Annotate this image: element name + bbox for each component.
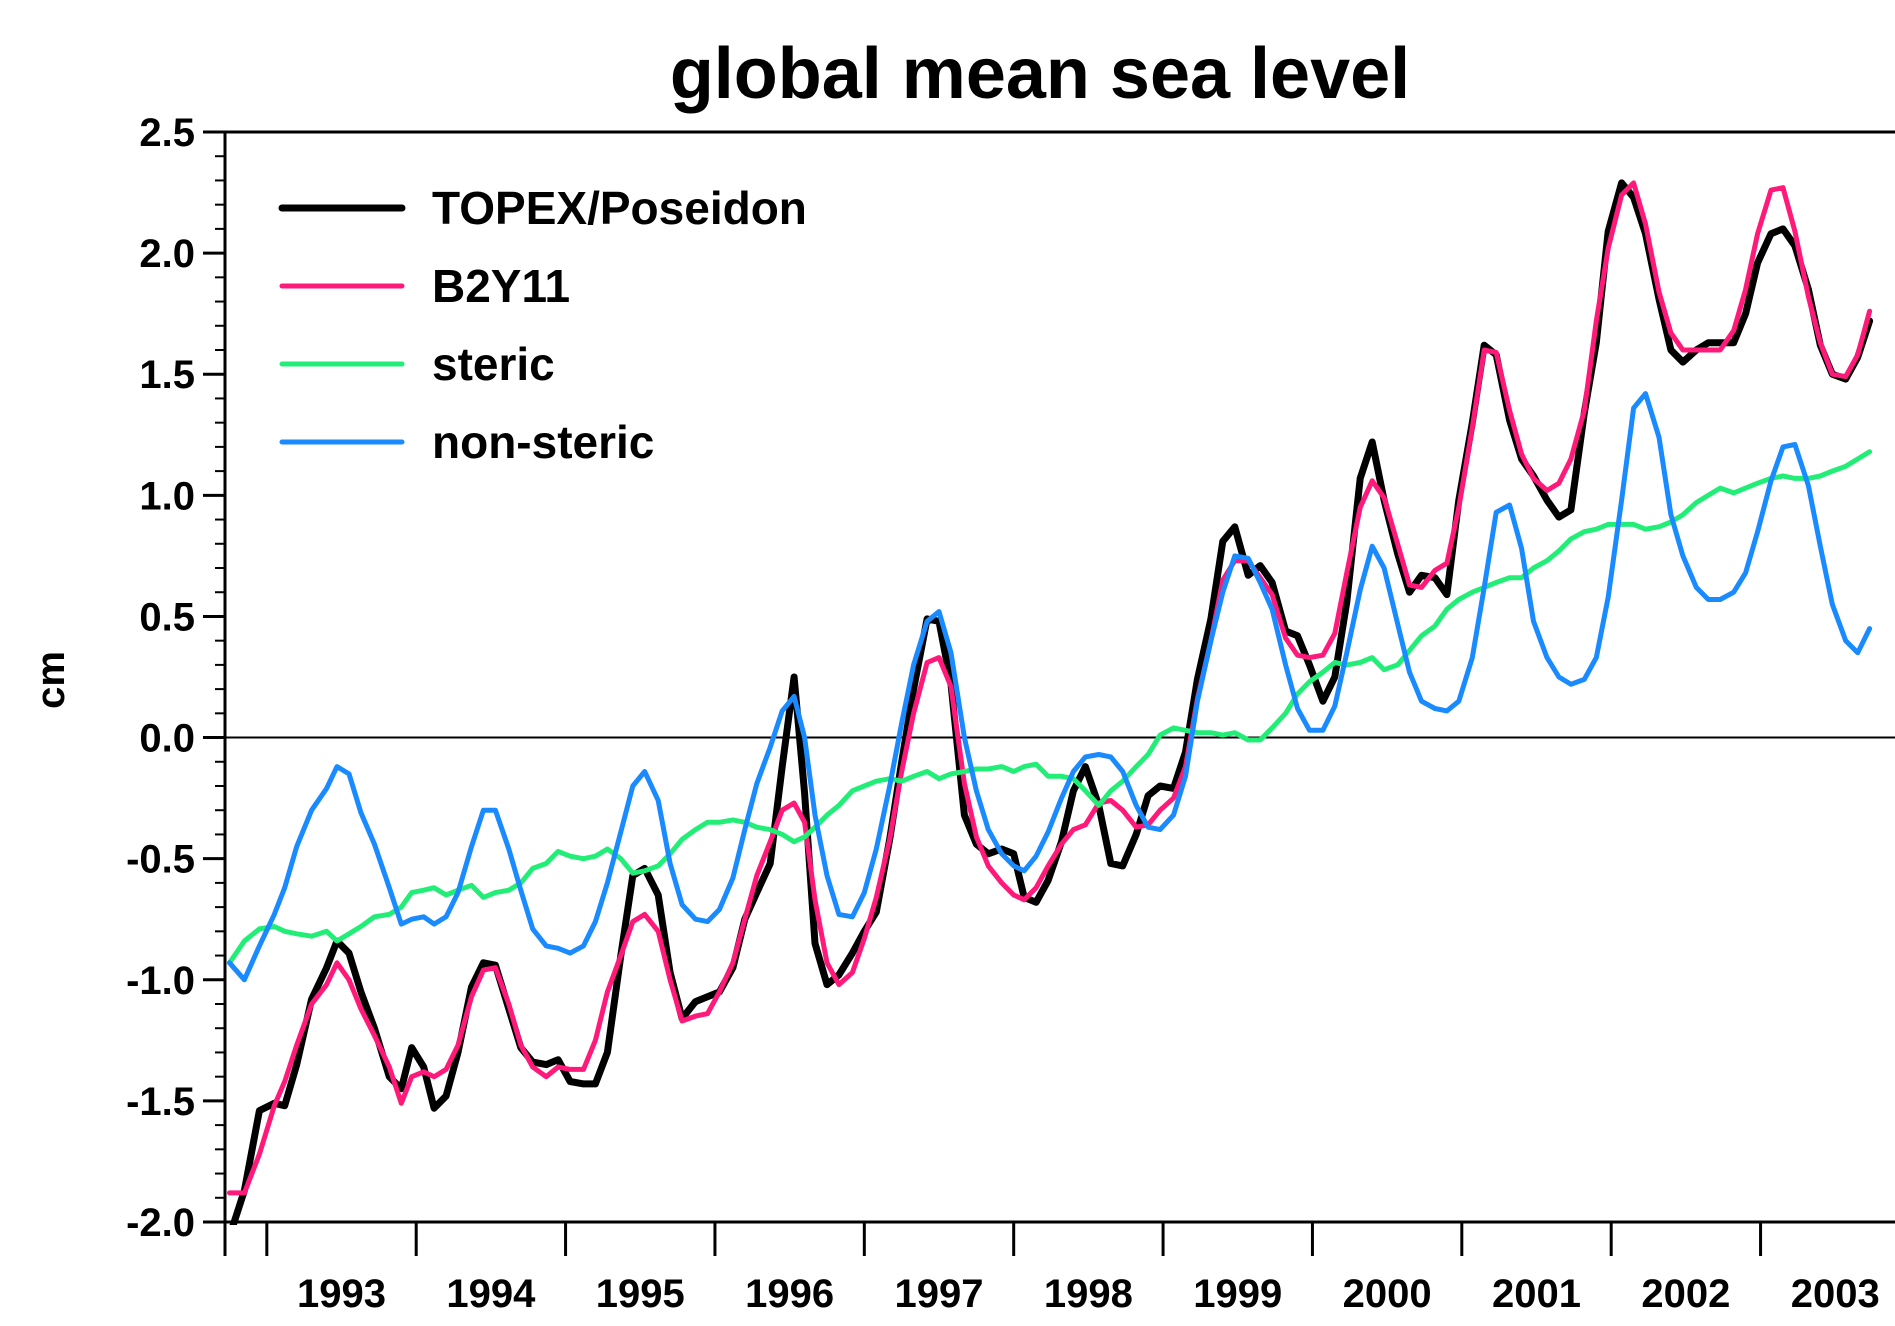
x-tick-label: 2003 (1791, 1272, 1880, 1316)
legend-label: non-steric (432, 416, 654, 468)
x-tick-label: 2002 (1641, 1272, 1730, 1316)
x-tick-label: 1998 (1044, 1272, 1133, 1316)
axis-ticks: 2.5 2.0 1.5 1.0 0.5 0.0 -0.5 -1.0 -1.5 -2.0 1993 19… (126, 111, 1880, 1316)
x-tick-label: 1994 (446, 1272, 536, 1316)
y-tick-label: 0.5 (139, 595, 195, 639)
x-tick-label: 1997 (895, 1272, 984, 1316)
y-axis-label: cm (29, 651, 73, 709)
legend-label: steric (432, 338, 555, 390)
y-tick-label: -0.5 (126, 838, 195, 882)
legend-label: TOPEX/Poseidon (432, 182, 807, 234)
x-tick-label: 1993 (297, 1272, 386, 1316)
axes-frame (223, 130, 1895, 1256)
y-tick-label: -1.0 (126, 959, 195, 1003)
series-line-non-steric (227, 391, 1873, 983)
series-lines (227, 179, 1874, 1225)
y-tick-label: -2.0 (126, 1201, 195, 1245)
legend-label: B2Y11 (432, 260, 570, 312)
chart-title: global mean sea level (670, 34, 1410, 114)
series-line-steric (227, 449, 1873, 966)
y-tick-label: 1.0 (139, 474, 195, 518)
y-tick-label: -1.5 (126, 1080, 195, 1124)
x-tick-label: 2001 (1492, 1272, 1581, 1316)
legend: TOPEX/Poseidon B2Y11 steric non-steric (278, 182, 807, 468)
y-tick-label: 0.0 (139, 717, 195, 761)
x-tick-label: 1999 (1193, 1272, 1282, 1316)
y-tick-label: 2.0 (139, 232, 195, 276)
y-tick-label: 1.5 (139, 353, 195, 397)
y-tick-label: 2.5 (139, 111, 195, 155)
series-line-b2y11 (227, 180, 1873, 1196)
x-tick-label: 1995 (596, 1272, 685, 1316)
x-tick-label: 1996 (745, 1272, 834, 1316)
x-tick-label: 2000 (1343, 1272, 1432, 1316)
